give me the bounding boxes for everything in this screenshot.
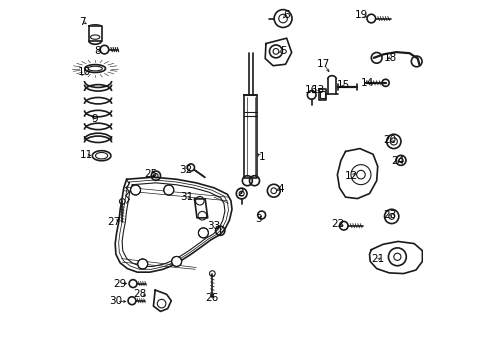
Text: 22: 22	[331, 219, 344, 229]
Circle shape	[171, 256, 181, 266]
Text: 8: 8	[94, 46, 101, 56]
Circle shape	[138, 259, 147, 269]
Text: 27: 27	[107, 217, 121, 227]
Text: 31: 31	[180, 192, 193, 202]
Text: 15: 15	[337, 80, 350, 90]
Text: 20: 20	[383, 135, 396, 145]
Text: 26: 26	[204, 293, 218, 303]
Text: 28: 28	[133, 289, 146, 299]
Text: 11: 11	[80, 150, 93, 160]
Text: 16: 16	[305, 85, 318, 95]
Text: 3: 3	[255, 213, 262, 224]
Text: 21: 21	[370, 254, 383, 264]
Circle shape	[163, 185, 173, 195]
Circle shape	[198, 228, 208, 238]
Text: 30: 30	[109, 296, 122, 306]
Text: 6: 6	[283, 10, 289, 20]
Text: 25: 25	[144, 169, 157, 179]
Text: 4: 4	[277, 184, 284, 194]
Text: 33: 33	[207, 221, 220, 231]
Text: 12: 12	[345, 171, 358, 181]
Text: 32: 32	[179, 165, 192, 175]
Text: 5: 5	[279, 46, 286, 56]
Text: 10: 10	[78, 67, 91, 77]
Text: 14: 14	[360, 78, 374, 88]
Text: 13: 13	[311, 85, 324, 95]
Text: 1: 1	[258, 152, 264, 162]
Text: 18: 18	[383, 53, 396, 63]
Text: 2: 2	[236, 188, 243, 198]
Circle shape	[130, 185, 140, 195]
Text: 23: 23	[383, 210, 396, 220]
Text: 17: 17	[316, 59, 329, 69]
Text: 9: 9	[92, 114, 98, 124]
Text: 24: 24	[391, 157, 404, 166]
Text: 7: 7	[79, 17, 86, 27]
Text: 29: 29	[113, 279, 126, 289]
Text: 19: 19	[354, 10, 367, 20]
